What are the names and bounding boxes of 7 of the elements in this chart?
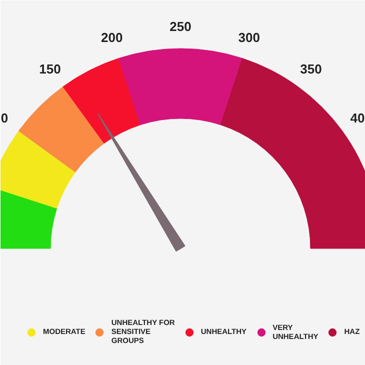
text: 40 [350, 110, 365, 126]
text: 150 [39, 61, 61, 76]
text: 250 [170, 19, 192, 34]
text: 200 [101, 30, 123, 45]
text: 300 [238, 30, 260, 45]
text: 0 [0, 110, 8, 126]
text: 350 [300, 61, 322, 76]
